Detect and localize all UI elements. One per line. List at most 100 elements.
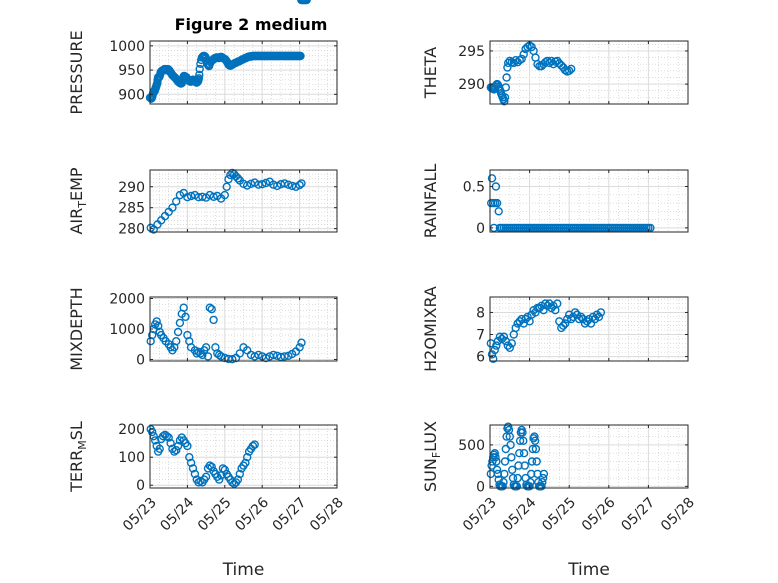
mixdepth-series — [146, 303, 306, 364]
data-point — [207, 462, 216, 472]
y-tick-label: 900 — [118, 87, 145, 103]
x-tick-label: 05/27 — [618, 495, 658, 535]
data-point — [220, 190, 230, 200]
data-point — [147, 427, 157, 437]
y-tick-label: 950 — [118, 63, 145, 79]
data-point — [545, 58, 554, 68]
data-point — [514, 461, 523, 470]
data-point — [526, 478, 535, 487]
data-point — [553, 299, 562, 308]
data-point — [530, 432, 539, 441]
data-point — [507, 453, 516, 462]
y-tick-label: 7 — [476, 328, 485, 344]
y-tick-label: 280 — [118, 222, 145, 238]
data-point — [258, 179, 267, 189]
x-tick-label: 05/26 — [579, 495, 619, 535]
data-point — [295, 343, 304, 352]
data-point — [487, 174, 497, 183]
data-point — [590, 314, 600, 324]
h2omixra-series — [486, 299, 606, 363]
x-tick-label: 05/23 — [120, 495, 160, 535]
data-point — [561, 319, 570, 328]
data-point — [490, 345, 499, 355]
data-point — [513, 473, 522, 483]
data-point — [242, 181, 252, 190]
data-point — [535, 303, 544, 313]
y-tick-label: 8 — [476, 305, 485, 321]
theta-subplot: 290 295 THETA — [421, 40, 689, 106]
y-tick-label: 295 — [458, 44, 485, 60]
data-point — [280, 352, 289, 361]
data-point — [492, 341, 501, 350]
data-point — [492, 457, 501, 466]
data-point — [491, 453, 500, 462]
y-tick-label: 6 — [476, 350, 485, 366]
y-tick-label: 500 — [458, 438, 485, 454]
h2omixra-axis-label: H2OMIXRA — [421, 286, 440, 372]
y-tick-label: 100 — [118, 450, 145, 466]
data-point — [158, 432, 168, 441]
x-tick-label: 05/28 — [307, 495, 347, 535]
data-point — [175, 318, 185, 328]
data-point — [594, 312, 604, 322]
rainfall-axis-label: RAINFALL — [421, 164, 440, 239]
data-point — [297, 179, 306, 188]
x-tick-label: 05/23 — [460, 495, 500, 535]
data-point — [504, 58, 513, 68]
data-point — [523, 312, 532, 322]
mixdepth-axis-label: MIXDEPTH — [67, 287, 86, 370]
data-point — [171, 197, 181, 206]
y-tick-label: 285 — [118, 201, 145, 217]
data-point — [201, 472, 211, 481]
data-point — [196, 476, 205, 486]
data-point — [188, 464, 198, 473]
data-point — [222, 182, 231, 192]
data-point — [543, 301, 552, 310]
data-point — [152, 317, 161, 326]
data-point — [500, 457, 510, 466]
data-point — [500, 97, 509, 106]
x-tick-label: 05/24 — [157, 495, 197, 535]
theta-series — [486, 41, 576, 106]
data-point — [500, 93, 510, 102]
data-point — [284, 180, 293, 189]
data-point — [170, 447, 179, 456]
data-point — [596, 308, 606, 317]
h2omixra-subplot: 6 7 8 H2OMIXRA — [421, 286, 689, 372]
data-point — [646, 223, 655, 233]
data-point — [508, 465, 517, 474]
data-point — [173, 441, 183, 451]
data-point — [501, 444, 510, 454]
data-point — [533, 59, 542, 69]
data-point — [523, 42, 532, 52]
data-point — [198, 350, 207, 360]
data-point — [527, 469, 536, 479]
x-tick-label: 05/27 — [270, 495, 310, 535]
x-tick-label: 05/25 — [539, 495, 579, 535]
data-point — [181, 312, 190, 321]
data-point — [201, 343, 211, 352]
data-point — [530, 436, 540, 445]
data-point — [515, 436, 525, 445]
terr-msl-axes-box — [149, 424, 338, 489]
data-point — [567, 314, 576, 324]
data-point — [153, 321, 163, 331]
data-point — [576, 312, 586, 322]
data-point — [185, 453, 194, 462]
pressure-plot-area — [150, 41, 337, 104]
data-point — [498, 482, 507, 491]
data-point — [505, 432, 514, 441]
data-point — [565, 66, 574, 76]
data-point — [205, 303, 215, 312]
data-point — [531, 444, 541, 454]
data-point — [295, 180, 304, 190]
pressure-axes-box — [149, 40, 338, 105]
data-point — [192, 349, 202, 358]
y-tick-label: 0 — [136, 352, 145, 368]
mixdepth-subplot: 0 1000 2000 MIXDEPTH — [67, 287, 338, 371]
pressure-grid — [150, 41, 337, 104]
data-point — [504, 422, 513, 431]
data-point — [538, 473, 548, 483]
data-point — [194, 74, 204, 83]
